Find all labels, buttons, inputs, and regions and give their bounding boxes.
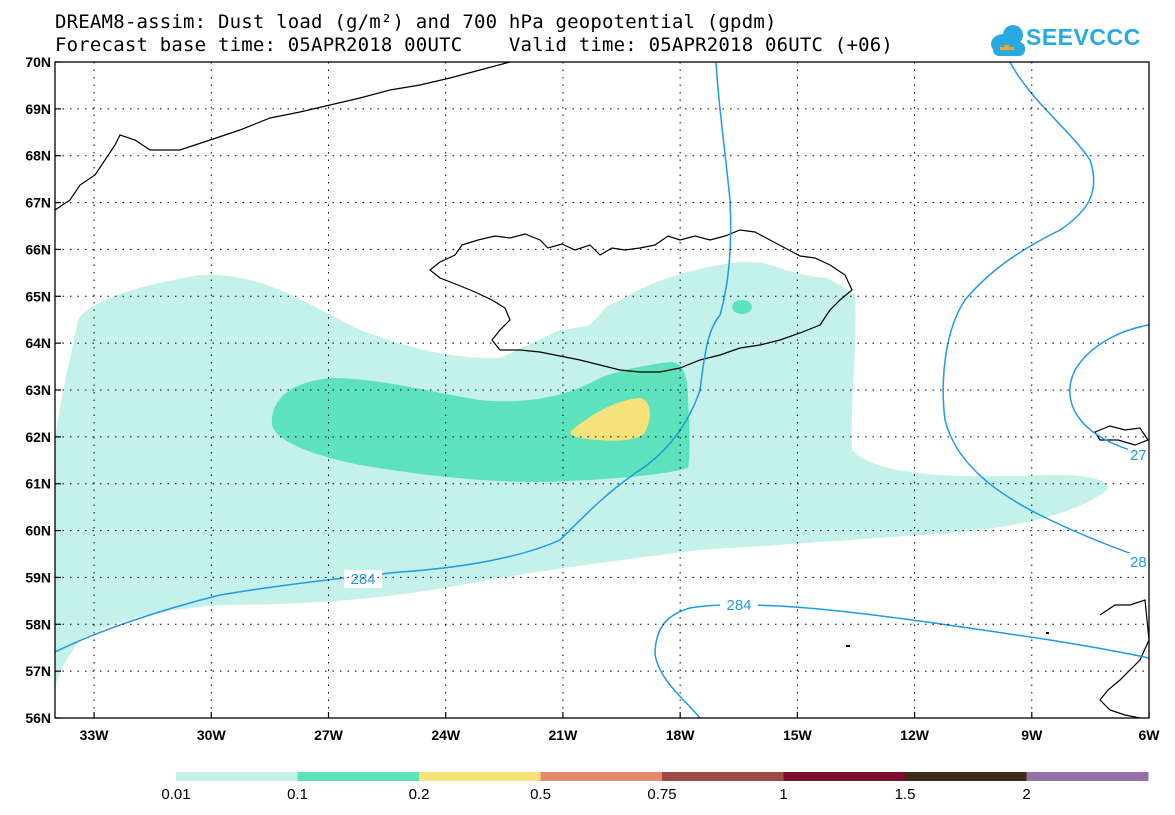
colorbar-swatch xyxy=(1026,772,1149,781)
iceland-land xyxy=(430,232,850,335)
contour-east xyxy=(942,62,1149,561)
colorbar-swatch xyxy=(297,772,420,781)
lon-label: 21W xyxy=(549,727,579,743)
colorbar-tick-label: 1.5 xyxy=(894,786,916,803)
faroe-coast xyxy=(1094,425,1149,446)
colorbar-swatch xyxy=(905,772,1027,781)
small-island xyxy=(846,645,850,647)
colorbar-tick-label: 1 xyxy=(779,786,788,803)
iceland-coast xyxy=(429,229,853,373)
lat-label: 66N xyxy=(25,241,51,257)
colorbar-swatch xyxy=(662,772,784,781)
contour-284-south xyxy=(654,604,1149,718)
axis-ticks xyxy=(55,61,1150,719)
dust-area-0.1-north xyxy=(732,300,752,314)
colorbar-tick-label: 0.1 xyxy=(287,786,308,803)
lon-label: 15W xyxy=(783,727,813,743)
scotland-coast xyxy=(1099,599,1149,718)
lat-label: 59N xyxy=(25,569,51,585)
lat-label: 61N xyxy=(25,476,51,492)
colorbar-swatch xyxy=(540,772,663,781)
colorbar-tick-label: 0.2 xyxy=(408,786,430,803)
lat-label: 56N xyxy=(25,710,51,726)
map-title: DREAM8-assim: Dust load (g/m²) and 700 h… xyxy=(55,11,777,33)
seevccc-logo xyxy=(991,25,1025,56)
dust-area-0.1 xyxy=(271,362,690,482)
lon-labels: 33W 30W 27W 24W 21W 18W 15W 12W 9W 6W xyxy=(80,727,1161,743)
dust-area-0.2 xyxy=(570,398,650,441)
lat-label: 64N xyxy=(25,335,51,351)
colorbar-swatch xyxy=(783,772,906,781)
lat-label: 69N xyxy=(25,101,51,117)
greenland-coast xyxy=(55,62,511,211)
lon-label: 12W xyxy=(900,727,930,743)
colorbar-tick-label: 0.01 xyxy=(161,786,191,803)
lon-label: 27W xyxy=(314,727,344,743)
lat-label: 67N xyxy=(25,195,51,211)
colorbar-swatch xyxy=(419,772,541,781)
lon-label: 18W xyxy=(666,727,696,743)
contour-label: 284 xyxy=(726,597,751,614)
cloud-icon xyxy=(991,25,1025,56)
lat-label: 62N xyxy=(25,429,51,445)
lat-label: 65N xyxy=(25,288,51,304)
lon-label: 24W xyxy=(431,727,461,743)
contour-east-small xyxy=(1069,324,1149,456)
lon-label: 6W xyxy=(1139,727,1161,743)
contour-label: 27 xyxy=(1130,447,1147,464)
geopotential-contours xyxy=(55,62,1149,718)
lat-labels: 70N 69N 68N 67N 66N 65N 64N 63N 62N 61N 60N 59N 58N 5… xyxy=(25,54,51,726)
lat-label: 57N xyxy=(25,663,51,679)
lat-label: 68N xyxy=(25,148,51,164)
lon-label: 33W xyxy=(80,727,110,743)
map-subtitle-times: Forecast base time: 05APR2018 00UTC Vali… xyxy=(55,34,894,56)
contour-label: 284 xyxy=(350,571,375,588)
colorbar xyxy=(176,772,1149,781)
contour-label: 28 xyxy=(1130,554,1147,571)
lat-label: 63N xyxy=(25,382,51,398)
lat-label: 60N xyxy=(25,523,51,539)
colorbar-tick-label: 0.5 xyxy=(530,786,551,803)
colorbar-swatch xyxy=(176,772,298,781)
lon-label: 9W xyxy=(1021,727,1043,743)
lat-label: 58N xyxy=(25,616,51,632)
lon-label: 30W xyxy=(197,727,227,743)
colorbar-tick-label: 2 xyxy=(1022,786,1031,803)
contour-labels: 284 284 27 28 xyxy=(344,446,1149,614)
colorbar-tick-label: 0.75 xyxy=(647,786,677,803)
contour-284-main xyxy=(55,62,732,653)
logo-text: SEEVCCC xyxy=(1026,24,1141,50)
small-island xyxy=(1046,632,1049,634)
lat-label: 70N xyxy=(25,54,51,70)
